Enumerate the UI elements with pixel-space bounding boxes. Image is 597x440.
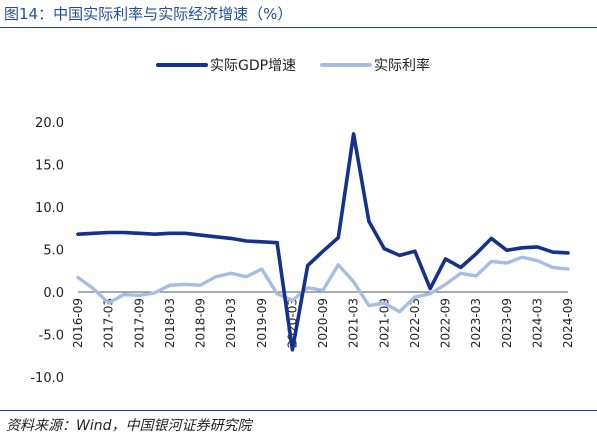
y-tick-label: 10.0	[35, 201, 64, 216]
y-tick-label: 0.0	[43, 286, 64, 301]
y-tick-label: 15.0	[35, 159, 64, 174]
x-tick-label: 2021-03	[347, 298, 361, 348]
x-tick-label: 2017-03	[102, 298, 116, 348]
x-tick-label: 2016-09	[71, 298, 85, 348]
y-tick-label: -10.0	[30, 371, 64, 386]
x-tick-label: 2021-09	[377, 298, 391, 348]
series-line-rate	[76, 255, 570, 314]
x-tick-label: 2018-03	[163, 298, 177, 348]
series-line-gdp	[76, 132, 570, 352]
x-tick-label: 2017-09	[132, 298, 146, 348]
y-tick-label: 5.0	[43, 244, 64, 259]
x-tick-label: 2020-09	[316, 298, 330, 348]
y-axis: 20.0 15.0 10.0 5.0 0.0 -5.0 -10.0	[30, 116, 64, 386]
x-tick-label: 2019-03	[224, 298, 238, 348]
x-tick-label: 2023-09	[500, 298, 514, 348]
title-divider	[0, 27, 597, 28]
x-tick-label: 2024-09	[561, 298, 575, 348]
x-tick-label: 2018-09	[194, 298, 208, 348]
x-tick-label: 2022-03	[408, 298, 422, 348]
x-tick-label: 2019-09	[255, 298, 269, 348]
y-tick-label: -5.0	[39, 329, 64, 344]
x-tick-label: 2024-03	[530, 298, 544, 348]
line-chart: 实际GDP增速 实际利率 20.0 15.0 10.0 5.0 0.0 -5.0 -10.0…	[30, 57, 575, 386]
x-axis: 2016-09 2017-03 2017-09 2018-03 2018-09 2019-…	[71, 291, 575, 348]
x-tick-label: 2022-09	[439, 298, 453, 348]
legend-label-rate: 实际利率	[374, 57, 430, 74]
legend: 实际GDP增速 实际利率	[156, 57, 430, 74]
footer-divider	[0, 410, 597, 411]
source-note: 资料来源：Wind，中国银河证券研究院	[6, 418, 252, 434]
x-tick-label: 2023-03	[469, 298, 483, 348]
plot-area	[76, 132, 570, 352]
legend-label-gdp: 实际GDP增速	[210, 58, 296, 74]
y-tick-label: 20.0	[35, 116, 64, 131]
chart-title: 图14：中国实际利率与实际经济增速（%）	[4, 5, 293, 23]
